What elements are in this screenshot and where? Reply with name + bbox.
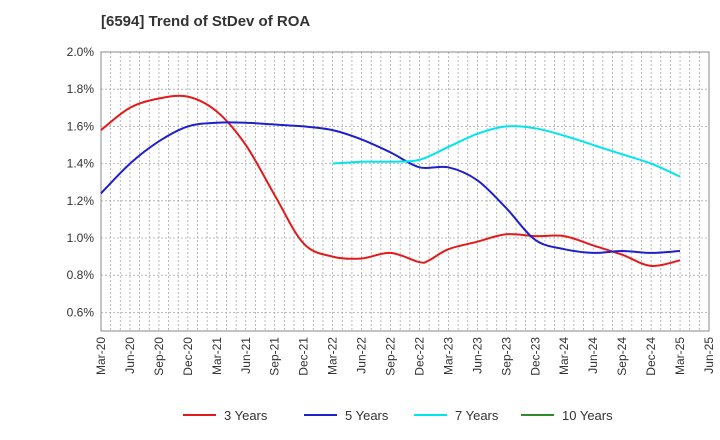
x-tick-label: Jun-24 [586, 337, 600, 374]
y-tick-label: 2.0% [67, 45, 95, 59]
series-lines [100, 94, 681, 267]
series-line-7-years [332, 125, 681, 178]
x-tick-label: Sep-22 [384, 337, 398, 376]
y-tick-label: 1.0% [67, 231, 95, 245]
x-tick-label: Dec-24 [644, 337, 658, 376]
series-line-3-years [100, 94, 681, 267]
y-tick-label: 1.8% [67, 82, 95, 96]
x-tick-label: Mar-24 [557, 337, 571, 375]
legend-label-3-years: 3 Years [224, 408, 268, 423]
x-tick-label: Jun-20 [123, 337, 137, 374]
x-tick-label: Sep-23 [499, 337, 513, 376]
legend-label-10-years: 10 Years [562, 408, 613, 423]
x-tick-label: Jun-22 [355, 337, 369, 374]
x-tick-label: Mar-23 [441, 337, 455, 375]
x-axis-ticks: Mar-20 Jun-20 Sep-20 Dec-20 Mar-21 Jun-21 Sep-… [94, 337, 716, 376]
x-tick-label: Jun-23 [470, 337, 484, 374]
legend-label-5-years: 5 Years [345, 408, 389, 423]
x-tick-label: Mar-20 [94, 337, 108, 375]
y-axis-ticks: 0.6% 0.8% 1.0% 1.2% 1.4% 1.6% 1.8% 2.0% [67, 45, 95, 319]
x-tick-label: Mar-21 [210, 337, 224, 375]
grid [101, 51, 709, 331]
x-tick-label: Sep-21 [268, 337, 282, 376]
y-tick-label: 0.6% [67, 305, 95, 319]
legend: 3 Years 5 Years 7 Years 10 Years [183, 408, 613, 423]
x-tick-label: Jun-21 [239, 337, 253, 374]
x-tick-label: Dec-23 [528, 337, 542, 376]
y-tick-label: 1.2% [67, 194, 95, 208]
y-tick-label: 1.4% [67, 157, 95, 171]
x-tick-label: Sep-24 [615, 337, 629, 376]
x-tick-label: Dec-21 [297, 337, 311, 376]
x-tick-label: Dec-20 [181, 337, 195, 376]
x-tick-label: Jun-25 [702, 337, 716, 374]
x-tick-label: Mar-22 [326, 337, 340, 375]
series-line-5-years [100, 121, 681, 254]
x-tick-label: Sep-20 [152, 337, 166, 376]
plot-area [100, 51, 710, 332]
x-tick-label: Dec-22 [412, 337, 426, 376]
y-tick-label: 0.8% [67, 268, 95, 282]
legend-label-7-years: 7 Years [455, 408, 499, 423]
y-tick-label: 1.6% [67, 119, 95, 133]
x-tick-label: Mar-25 [673, 337, 687, 375]
chart-title: [6594] Trend of StDev of ROA [101, 13, 311, 30]
